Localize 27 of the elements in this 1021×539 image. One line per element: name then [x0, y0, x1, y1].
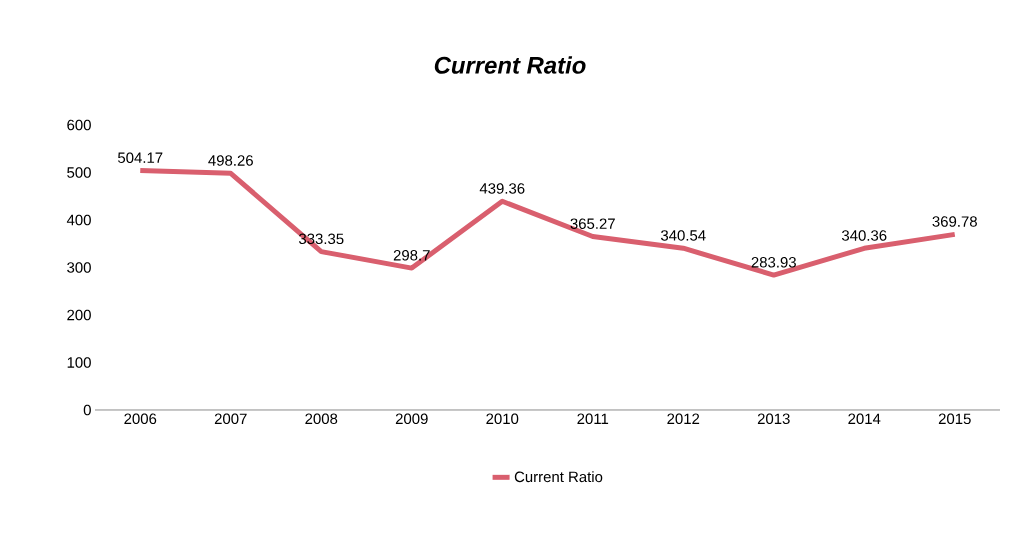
x-tick-label: 2006 [124, 413, 157, 425]
y-tick-label: 400 [66, 214, 91, 226]
data-label: 369.78 [932, 216, 977, 227]
data-label: 340.54 [660, 230, 706, 241]
y-tick-label: 500 [67, 167, 91, 178]
x-tick-label: 2014 [848, 413, 881, 425]
chart-title: Current Ratio [434, 56, 586, 74]
y-tick-label: 300 [67, 262, 91, 273]
x-tick-label: 2011 [577, 413, 609, 425]
x-tick-label: 2009 [395, 413, 428, 425]
data-label: 498.26 [208, 155, 253, 166]
x-tick-label: 2013 [757, 413, 790, 425]
y-tick-label: 200 [67, 309, 91, 321]
y-tick-label: 0 [83, 404, 91, 416]
legend-label: Current Ratio [514, 471, 603, 483]
x-tick-label: 2012 [667, 413, 700, 425]
x-tick-label: 2010 [486, 413, 519, 425]
y-tick-label: 100 [67, 357, 91, 368]
data-label: 340.36 [841, 230, 887, 241]
x-tick-label: 2015 [938, 413, 971, 425]
data-label: 439.36 [479, 183, 525, 194]
data-label: 504.17 [118, 152, 163, 163]
y-tick-label: 600 [67, 119, 91, 131]
data-label: 283.93 [751, 257, 796, 268]
x-tick-label: 2008 [305, 413, 338, 425]
data-label: 365.27 [570, 218, 615, 229]
x-tick-label: 2007 [214, 413, 247, 425]
